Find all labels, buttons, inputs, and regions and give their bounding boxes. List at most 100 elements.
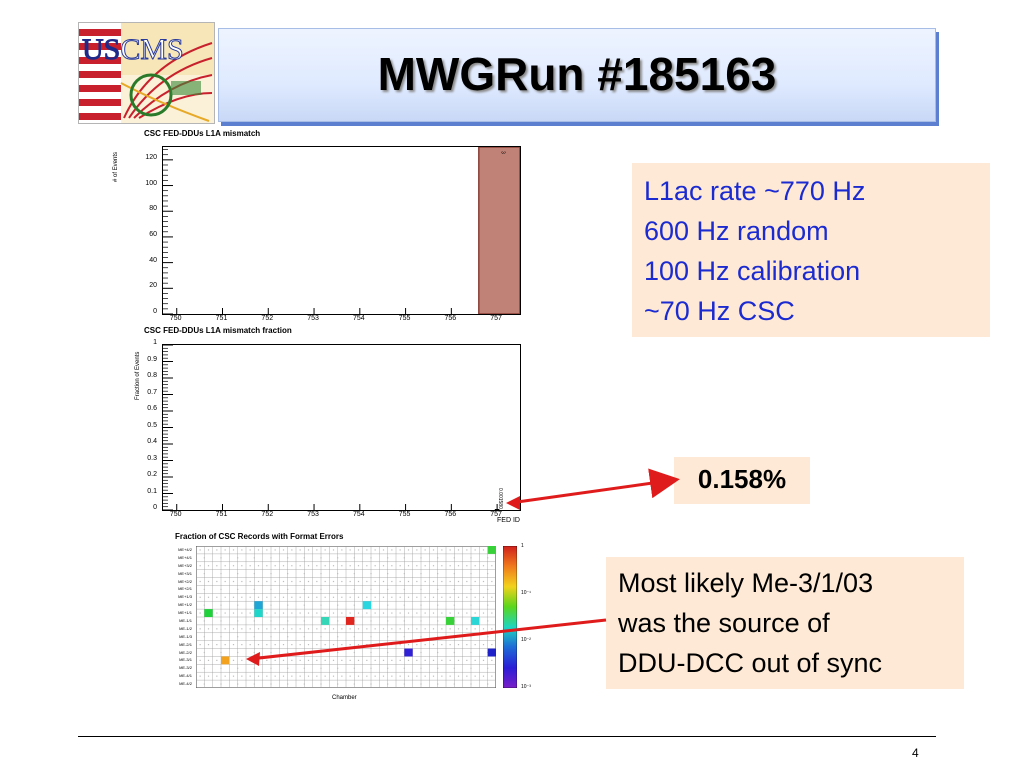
cell-entry — [382, 644, 385, 646]
cell-entry — [437, 651, 439, 654]
cell-entry — [307, 580, 310, 583]
cell-entry — [341, 644, 343, 646]
cell-entry — [420, 667, 422, 669]
cell-entry — [241, 612, 243, 614]
cell-entry — [487, 620, 489, 622]
cell-entry — [316, 565, 318, 567]
cell-entry — [303, 636, 305, 638]
cell-entry — [391, 628, 393, 630]
cell-entry — [341, 549, 343, 551]
cell-entry — [420, 573, 422, 575]
cell-entry — [337, 651, 339, 654]
heatmap-row-label: ME+4/1 — [178, 554, 192, 560]
x-tick-label: 754 — [352, 511, 365, 518]
page-number: 4 — [912, 746, 919, 760]
cell-entry — [199, 580, 201, 583]
cell-entry — [353, 651, 355, 654]
cell-entry — [403, 636, 405, 638]
cell-entry — [220, 651, 222, 654]
cell-entry — [420, 604, 422, 606]
cell-entry — [287, 557, 289, 559]
cell-entry — [437, 683, 439, 685]
cell-entry — [237, 620, 239, 622]
bar-label: 3 — [499, 151, 505, 154]
cell-entry — [374, 580, 376, 583]
logo-wordmark: USCMS — [81, 33, 184, 67]
cell-entry — [199, 612, 201, 614]
cell-entry — [282, 580, 285, 583]
cell-entry — [387, 636, 389, 638]
cell-entry — [249, 580, 251, 583]
cell-entry — [487, 604, 489, 606]
cell-entry — [249, 565, 251, 567]
y-tick-label: 0.7 — [147, 388, 157, 396]
y-tick-label: 0.2 — [147, 471, 157, 478]
cell-entry — [316, 596, 318, 598]
cell-entry — [441, 659, 443, 661]
heatmap-row-label: ME+3/2 — [178, 562, 192, 568]
logo-graphic — [79, 23, 214, 123]
cell-entry — [207, 659, 210, 661]
cell-entry — [237, 604, 239, 606]
cell-entry — [253, 683, 255, 685]
cell-entry — [382, 628, 385, 630]
x-tick-label: 751 — [215, 511, 228, 518]
cell-entry — [487, 636, 489, 638]
cell-entry — [357, 565, 360, 567]
cell-entry — [466, 675, 468, 677]
cell-entry — [391, 644, 393, 646]
cell-entry — [437, 588, 439, 590]
cell-entry — [241, 596, 243, 598]
cell-entry — [416, 580, 418, 583]
cell-entry — [374, 659, 376, 661]
heatmap-row-label: ME-2/2 — [179, 649, 192, 655]
cell-entry — [282, 675, 285, 677]
cell-entry — [266, 580, 268, 583]
cell-entry — [232, 644, 235, 646]
heatmap-cell — [487, 546, 496, 554]
source-note-box: Most likely Me-3/1/03 was the source of … — [606, 557, 964, 689]
cell-entry — [253, 557, 255, 559]
cell-entry — [241, 628, 243, 630]
cell-entry — [399, 628, 401, 630]
cell-entry — [337, 636, 339, 638]
bar-label: 0.001580 — [497, 488, 503, 509]
cell-entry — [482, 659, 485, 661]
cell-entry — [307, 659, 310, 661]
cell-entry — [216, 659, 218, 661]
cell-entry — [457, 628, 460, 630]
cell-entry — [432, 628, 435, 630]
cell-entry — [441, 596, 443, 598]
cell-entry — [437, 620, 439, 622]
cell-entry — [357, 580, 360, 583]
cell-entry — [291, 549, 293, 551]
cell-entry — [203, 604, 205, 606]
colorbar-gradient — [503, 546, 517, 688]
cell-entry — [387, 557, 389, 559]
cell-entry — [274, 612, 276, 614]
cell-entry — [370, 557, 372, 559]
cell-entry — [466, 644, 468, 646]
cell-entry — [341, 565, 343, 567]
cell-entry — [341, 659, 343, 661]
heatmap-cell — [362, 601, 371, 610]
cell-entry — [282, 628, 285, 630]
cell-entry — [257, 580, 260, 583]
cell-entry — [482, 644, 485, 646]
cell-entry — [291, 596, 293, 598]
cell-entry — [237, 557, 239, 559]
cell-entry — [457, 565, 460, 567]
cell-entry — [207, 565, 210, 567]
cell-entry — [432, 565, 435, 567]
cell-entry — [387, 651, 389, 654]
cell-entry — [249, 644, 251, 646]
cell-entry — [316, 659, 318, 661]
cell-entry — [332, 659, 335, 661]
cell-entry — [407, 580, 410, 583]
cell-entry — [357, 612, 360, 614]
y-tick-label: 40 — [149, 256, 157, 264]
cell-entry — [457, 612, 460, 614]
cell-entry — [424, 549, 426, 551]
heatmap-cell — [487, 648, 496, 657]
cell-entry — [257, 628, 260, 630]
